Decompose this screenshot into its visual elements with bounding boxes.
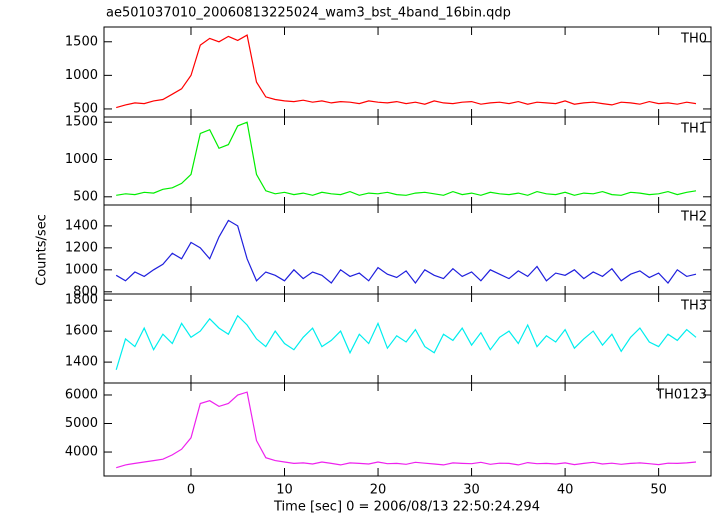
x-tick-label: 40 [557,483,574,498]
y-tick-label: 1800 [65,293,98,308]
panel-label: TH1 [680,122,707,137]
y-tick-label: 5000 [65,416,98,431]
x-axis-label: Time [sec] 0 = 2006/08/13 22:50:24.294 [273,500,540,515]
y-tick-label: 1000 [65,68,98,83]
x-tick-label: 20 [370,483,387,498]
y-tick-label: 500 [73,101,98,116]
y-tick-label: 4000 [65,445,98,460]
data-line [116,121,697,196]
y-tick-label: 6000 [65,387,98,402]
y-tick-label: 1500 [65,115,98,130]
y-tick-label: 1600 [65,324,98,339]
panel-label: TH2 [680,210,707,225]
panel-frame [103,204,712,295]
y-axis-label: Counts/sec [35,214,50,286]
y-tick-label: 1000 [65,152,98,167]
data-line [116,391,697,469]
y-tick-label: 500 [73,189,98,204]
data-line [115,314,697,370]
y-tick-label: 800 [73,284,98,299]
y-tick-label: 1400 [65,218,98,233]
panel-frame [103,382,712,477]
y-tick-label: 1000 [65,262,98,277]
y-tick-label: 1500 [65,34,98,49]
panel-frame [103,116,712,206]
panel-label: TH3 [680,299,707,314]
x-tick-label: 0 [187,483,195,498]
x-tick-label: 30 [463,483,480,498]
data-line [115,219,697,285]
x-tick-label: 50 [650,483,667,498]
y-tick-label: 1200 [65,240,98,255]
chart-title: ae501037010_20060813225024_wam3_bst_4ban… [106,6,511,21]
panel-label: TH0123 [655,388,707,403]
panel-frame [103,293,712,384]
x-tick-label: 10 [276,483,293,498]
data-line [116,34,697,109]
y-tick-label: 1400 [65,355,98,370]
panel-label: TH0 [680,32,707,47]
